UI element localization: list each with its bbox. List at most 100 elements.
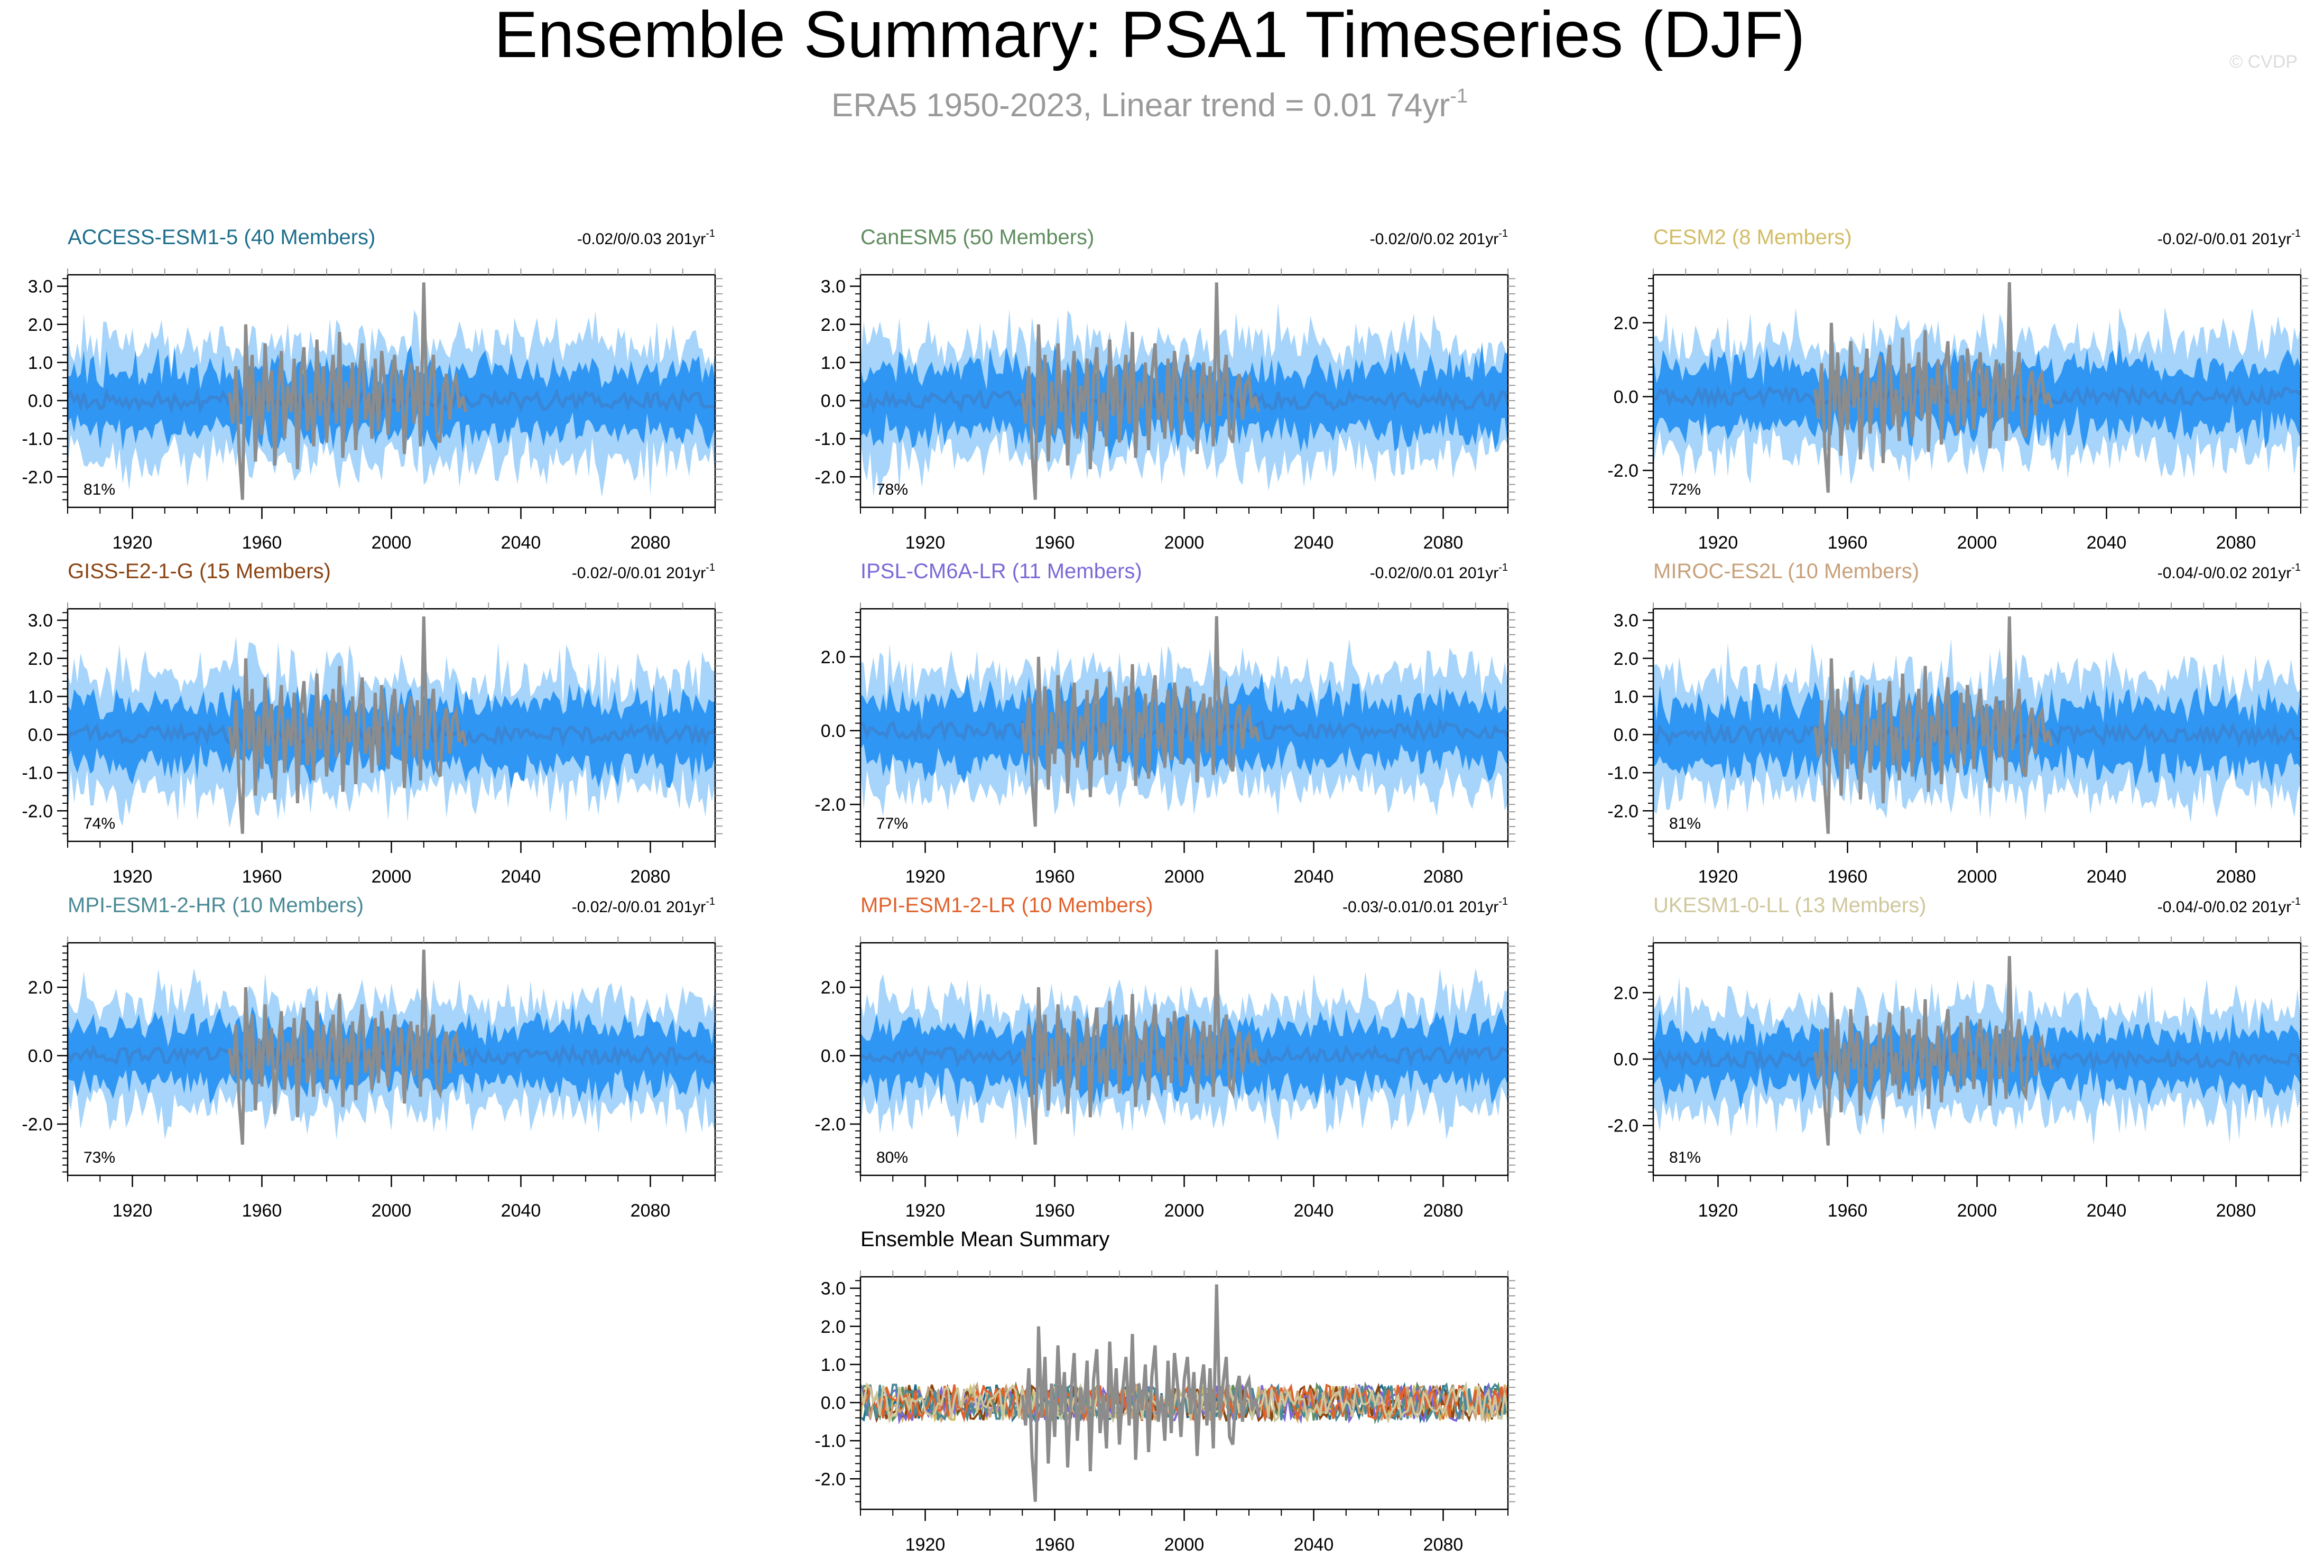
x-tick-label: 2040 — [1294, 533, 1334, 553]
panel-miroc-es2l: 3.0 2.0 1.0 0.0 -1.0 -2.0 1920 1960 2000 2040 2080… — [1607, 560, 2308, 887]
trend-label-text: -0.02/-0/0.01 201yr — [2158, 230, 2292, 248]
x-tick-label: 1960 — [1035, 1201, 1075, 1221]
x-tick-label: 2040 — [2087, 1201, 2127, 1221]
y-tick-label: 0.0 — [28, 1046, 53, 1066]
x-tick-label: 2000 — [1957, 1201, 1997, 1221]
trend-label-sup: -1 — [1498, 562, 1508, 573]
panel-title: Ensemble Mean Summary — [860, 1228, 1109, 1251]
y-tick-label: 0.0 — [28, 725, 53, 745]
panel-title: MPI-ESM1-2-LR (10 Members) — [860, 894, 1153, 917]
y-tick-label: 2.0 — [28, 649, 53, 669]
y-tick-label: 3.0 — [821, 1279, 846, 1299]
x-tick-label: 1960 — [1828, 533, 1868, 553]
y-tick-label: 2.0 — [821, 1317, 846, 1337]
y-tick-label: -2.0 — [22, 801, 53, 821]
x-tick-label: 2040 — [1294, 1201, 1334, 1221]
trend-label-sup: -1 — [706, 562, 715, 573]
y-tick-label: -2.0 — [1607, 801, 1638, 821]
percent-label: 80% — [876, 1149, 908, 1166]
plot-area — [68, 282, 715, 500]
panel-mpi-esm1-2-lr: 2.0 0.0 -2.0 1920 1960 2000 2040 2080 MPI-ESM1-2… — [814, 894, 1515, 1221]
y-tick-label: -2.0 — [814, 1115, 846, 1135]
y-tick-label: -2.0 — [1607, 461, 1638, 481]
panel-mpi-esm1-2-hr: 2.0 0.0 -2.0 1920 1960 2000 2040 2080 MPI-ESM1-2… — [22, 894, 723, 1221]
x-tick-label: 2080 — [1423, 1201, 1464, 1221]
x-tick-label: 1920 — [905, 533, 946, 553]
x-tick-label: 1920 — [113, 1201, 153, 1221]
percent-label: 74% — [84, 815, 115, 832]
trend-label-sup: -1 — [2291, 896, 2301, 907]
trend-label-text: -0.02/0/0.02 201yr — [1370, 230, 1499, 248]
panel-title: GISS-E2-1-G (15 Members) — [68, 560, 331, 583]
panel-ukesm1-0-ll: 2.0 0.0 -2.0 1920 1960 2000 2040 2080 UKESM1-0-L… — [1607, 894, 2308, 1221]
trend-label: -0.02/-0/0.01 201yr-1 — [572, 896, 715, 916]
percent-label: 78% — [876, 481, 908, 498]
ensemble-mean-line — [860, 717, 1508, 744]
y-tick-label: 0.0 — [1614, 1050, 1638, 1070]
x-tick-label: 1960 — [1035, 533, 1075, 553]
x-tick-label: 2000 — [1164, 533, 1205, 553]
panel-title: ACCESS-ESM1-5 (40 Members) — [68, 226, 375, 249]
y-tick-label: 2.0 — [28, 315, 53, 335]
percent-label: 81% — [84, 481, 115, 498]
y-tick-label: 2.0 — [1614, 983, 1638, 1003]
percent-label: 73% — [84, 1149, 115, 1166]
x-tick-label: 2080 — [2216, 533, 2256, 553]
x-tick-label: 1920 — [1698, 1201, 1738, 1221]
x-tick-label: 2000 — [372, 533, 412, 553]
plot-area — [68, 949, 715, 1145]
trend-label: -0.04/-0/0.02 201yr-1 — [2158, 896, 2301, 916]
y-tick-label: -2.0 — [22, 1115, 53, 1135]
y-tick-label: 3.0 — [28, 611, 53, 631]
x-tick-label: 2000 — [1164, 1201, 1205, 1221]
y-tick-label: 0.0 — [1614, 725, 1638, 745]
y-tick-label: -2.0 — [1607, 1116, 1638, 1136]
x-tick-label: 1920 — [905, 1535, 946, 1555]
x-tick-label: 1960 — [242, 867, 282, 887]
x-tick-label: 2080 — [631, 533, 671, 553]
x-tick-label: 2000 — [1164, 1535, 1205, 1555]
panel-title: MIROC-ES2L (10 Members) — [1653, 560, 1919, 583]
x-tick-label: 1920 — [113, 867, 153, 887]
y-tick-label: 0.0 — [821, 391, 846, 411]
panel-ensemble-mean-summary: 3.0 2.0 1.0 0.0 -1.0 -2.0 1920 1960 2000 2040 2080… — [814, 1228, 1515, 1555]
trend-label-sup: -1 — [2291, 228, 2301, 239]
trend-label-sup: -1 — [1498, 228, 1508, 239]
panel-ipsl-cm6a-lr: 2.0 0.0 -2.0 1920 1960 2000 2040 2080 IPSL-CM6A-… — [814, 560, 1515, 887]
panel-canesm5: 3.0 2.0 1.0 0.0 -1.0 -2.0 1920 1960 2000 2040 2080… — [814, 226, 1515, 553]
panel-title: MPI-ESM1-2-HR (10 Members) — [68, 894, 364, 917]
trend-label-text: -0.02/-0/0.01 201yr — [572, 898, 706, 916]
x-tick-label: 1920 — [1698, 867, 1738, 887]
y-tick-label: -1.0 — [814, 429, 846, 449]
x-tick-label: 2040 — [501, 867, 541, 887]
x-tick-label: 2040 — [501, 1201, 541, 1221]
x-tick-label: 1920 — [905, 867, 946, 887]
x-tick-label: 1960 — [242, 533, 282, 553]
observed-line — [1021, 949, 1261, 1145]
x-tick-label: 2080 — [1423, 867, 1464, 887]
y-tick-label: 1.0 — [1614, 687, 1638, 707]
x-tick-label: 1920 — [905, 1201, 946, 1221]
y-tick-label: 2.0 — [1614, 649, 1638, 669]
subtitle-main: ERA5 1950-2023, Linear trend = 0.01 74yr — [831, 87, 1450, 124]
x-tick-label: 2080 — [631, 867, 671, 887]
plot-area — [1653, 282, 2301, 493]
observed-line — [1021, 1284, 1261, 1502]
panel-title: CanESM5 (50 Members) — [860, 226, 1094, 249]
trend-label: -0.02/0/0.03 201yr-1 — [577, 228, 715, 248]
x-tick-label: 1960 — [242, 1201, 282, 1221]
trend-label: -0.03/-0.01/0.01 201yr-1 — [1342, 896, 1508, 916]
x-tick-label: 1920 — [1698, 533, 1738, 553]
plot-area — [860, 282, 1508, 500]
y-tick-label: 1.0 — [28, 353, 53, 373]
trend-label-text: -0.04/-0/0.02 201yr — [2158, 898, 2292, 916]
y-tick-label: 0.0 — [28, 391, 53, 411]
y-tick-label: -2.0 — [814, 795, 846, 815]
y-tick-label: 2.0 — [821, 647, 846, 667]
percent-label: 77% — [876, 815, 908, 832]
percent-label: 81% — [1669, 1149, 1701, 1166]
panel-giss-e2-1-g: 3.0 2.0 1.0 0.0 -1.0 -2.0 1920 1960 2000 2040 2080… — [22, 560, 723, 887]
observed-line — [1813, 282, 2053, 493]
percent-label: 72% — [1669, 481, 1701, 498]
trend-label-text: -0.02/0/0.03 201yr — [577, 230, 706, 248]
